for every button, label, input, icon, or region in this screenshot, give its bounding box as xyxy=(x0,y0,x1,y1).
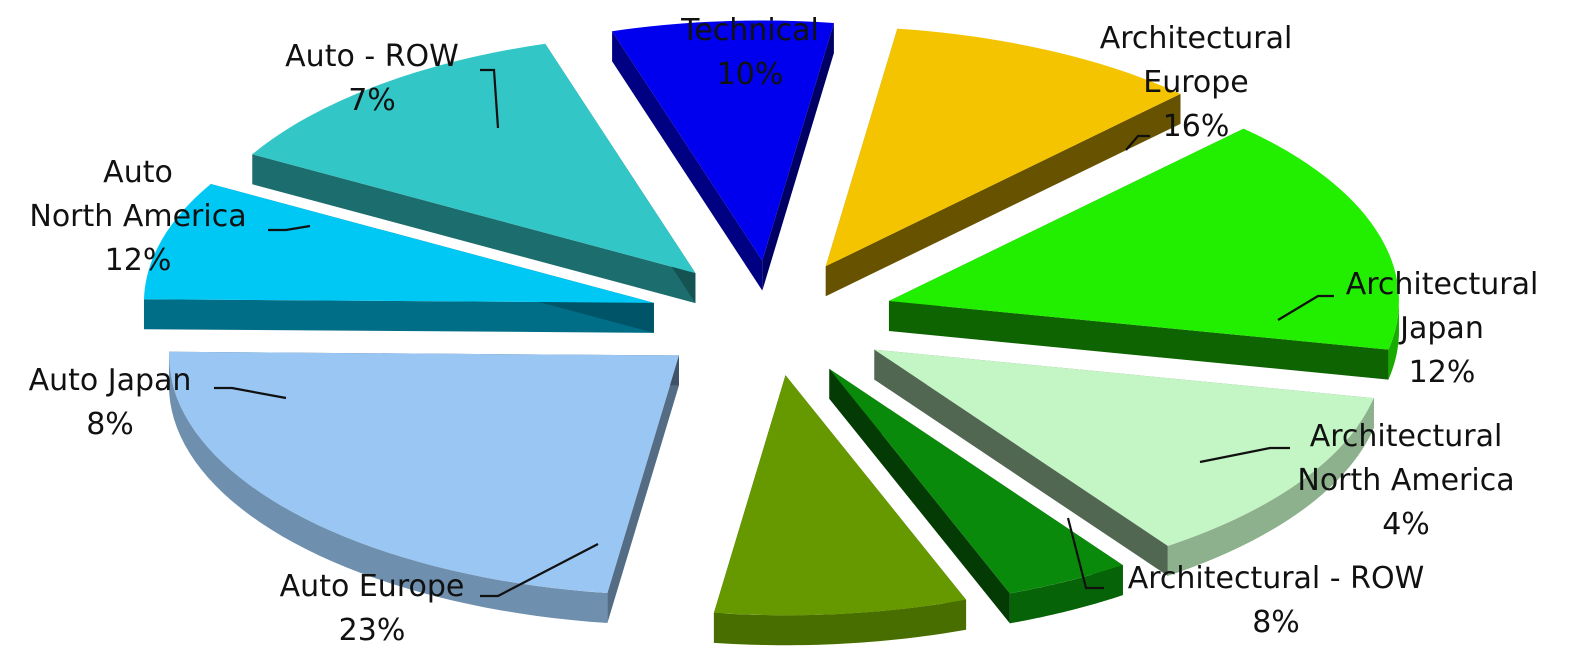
slice-wall-architectural-north-america-end xyxy=(829,368,1010,624)
label-auto-row-value: 7% xyxy=(348,83,396,118)
label-architectural-europe-line-1: Europe xyxy=(1143,65,1249,100)
slice-rim-architectural-europe-0 xyxy=(1388,301,1399,380)
slice-wall-auto-row-end xyxy=(762,22,834,291)
slice-architectural-north-america xyxy=(829,368,1123,594)
label-architectural-north-america-line-1: North America xyxy=(1297,463,1514,498)
label-auto-north-america-value: 12% xyxy=(105,243,172,278)
label-architectural-north-america-line-0: Architectural xyxy=(1310,419,1503,454)
label-auto-row: Auto - ROW 7% xyxy=(285,39,459,118)
label-architectural-row: Architectural - ROW 8% xyxy=(1128,561,1425,640)
slice-wall-auto-north-america-start xyxy=(252,154,696,304)
slice-auto-europe xyxy=(168,351,679,594)
slice-wall-architectural-europe-end xyxy=(888,301,1389,380)
slice-technical xyxy=(825,28,1181,267)
leader-auto-north-america xyxy=(268,224,311,232)
label-auto-row-line-0: Auto - ROW xyxy=(285,39,459,74)
label-architectural-north-america: Architectural North America 4% xyxy=(1297,419,1514,542)
slice-wall-auto-row-start xyxy=(612,31,763,291)
label-auto-japan-value: 8% xyxy=(86,407,134,442)
slice-rim-architectural-japan-0 xyxy=(1167,398,1374,576)
slice-rim-architectural-row-0 xyxy=(713,599,967,646)
label-architectural-row-value: 8% xyxy=(1252,605,1300,640)
slice-wall-auto-japan-start xyxy=(143,299,654,333)
leader-architectural-north-america xyxy=(1199,446,1290,464)
label-auto-north-america-line-1: North America xyxy=(29,199,246,234)
label-auto-europe-value: 23% xyxy=(339,613,406,648)
label-auto-north-america-line-0: Auto xyxy=(103,155,173,190)
label-auto-north-america: Auto North America 12% xyxy=(29,155,246,278)
leader-architectural-row xyxy=(1066,517,1104,590)
slice-wall-architectural-japan-end xyxy=(874,349,1168,576)
slice-auto-row xyxy=(612,20,834,261)
slice-rim-auto-europe-0 xyxy=(168,355,608,624)
label-architectural-japan-line-1: Japan xyxy=(1398,311,1484,346)
leader-auto-row xyxy=(480,68,500,129)
label-architectural-europe: Architectural Europe 16% xyxy=(1100,21,1293,144)
label-auto-europe: Auto Europe 23% xyxy=(280,569,465,648)
label-technical: Technical 10% xyxy=(680,13,819,92)
label-technical-value: 10% xyxy=(717,57,784,92)
label-architectural-north-america-value: 4% xyxy=(1382,507,1430,542)
label-technical-line-0: Technical xyxy=(680,13,819,48)
leader-architectural-europe xyxy=(1125,134,1150,151)
slice-rim-architectural-north-america-0 xyxy=(1009,565,1123,624)
slice-architectural-japan xyxy=(874,349,1374,546)
label-architectural-japan-value: 12% xyxy=(1409,355,1476,390)
label-auto-japan: Auto Japan 8% xyxy=(29,363,192,442)
slice-labels: Technical 10%Architectural Europe 16%Archit… xyxy=(29,13,1539,648)
leader-architectural-japan xyxy=(1277,294,1334,321)
slice-tops xyxy=(143,20,1399,616)
leader-lines xyxy=(214,68,1334,598)
label-architectural-europe-line-0: Architectural xyxy=(1100,21,1293,56)
label-architectural-europe-value: 16% xyxy=(1163,109,1230,144)
slice-architectural-row xyxy=(713,375,967,616)
slice-wall-auto-europe-start xyxy=(607,355,679,624)
label-architectural-row-line-0: Architectural - ROW xyxy=(1128,561,1425,596)
leader-auto-japan xyxy=(214,386,287,400)
slice-wall-technical-end xyxy=(825,93,1181,297)
label-auto-europe-line-0: Auto Europe xyxy=(280,569,465,604)
label-architectural-japan: Architectural Japan 12% xyxy=(1346,267,1539,390)
label-architectural-japan-line-0: Architectural xyxy=(1346,267,1539,302)
leader-auto-europe xyxy=(480,543,599,598)
slice-architectural-europe xyxy=(888,128,1399,350)
slice-auto-japan xyxy=(143,184,654,303)
label-auto-japan-line-0: Auto Japan xyxy=(29,363,192,398)
slice-auto-north-america xyxy=(252,43,696,274)
